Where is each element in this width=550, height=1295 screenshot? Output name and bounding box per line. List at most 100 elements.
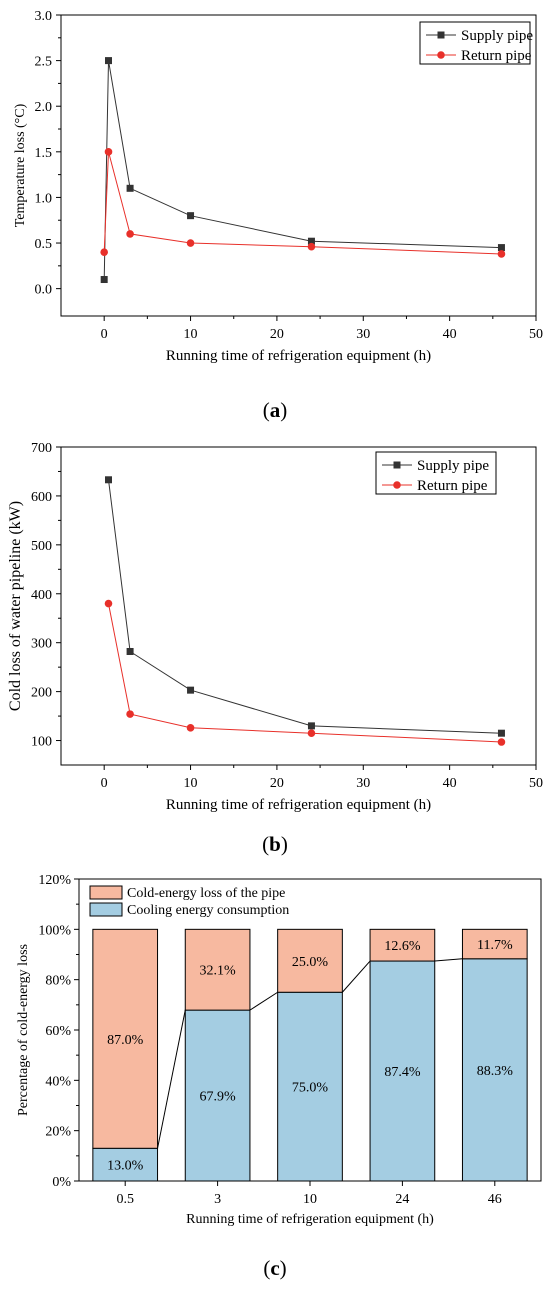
chart-a-return-point bbox=[307, 242, 316, 251]
chart-b-y-tick-label: 200 bbox=[31, 686, 52, 701]
chart-b-x-tick-label: 20 bbox=[270, 776, 284, 791]
chart-c-loss-label: 11.7% bbox=[477, 938, 513, 953]
chart-a-return-point bbox=[186, 239, 195, 247]
chart-b-y-tick-label: 500 bbox=[31, 539, 52, 554]
chart-a-y-tick-label: 0.0 bbox=[35, 283, 53, 298]
chart-b-supply-point bbox=[497, 729, 505, 737]
chart-c-connector-line bbox=[341, 960, 371, 993]
chart-b-series-line bbox=[108, 479, 502, 734]
chart-b-return-point bbox=[104, 599, 113, 608]
chart-b-y-tick-label: 700 bbox=[31, 441, 52, 456]
chart-c-y-tick-label: 120% bbox=[38, 873, 71, 888]
panel-c-letter: c bbox=[270, 1256, 280, 1280]
chart-a: 0 10 20 30 40 50 0.0 0.5 1.0 1.5 2.0 2.5 3.0 Running … bbox=[13, 9, 543, 364]
chart-a-x-tick-label: 10 bbox=[184, 327, 198, 342]
chart-b-supply-point bbox=[307, 722, 315, 730]
chart-c-legend-entry: Cold-energy loss of the pipe bbox=[127, 886, 285, 901]
chart-a-legend-square-marker bbox=[437, 31, 445, 39]
chart-b-x-axis-label: Running time of refrigeration equipment … bbox=[166, 797, 431, 813]
chart-c-bar-loss bbox=[184, 928, 251, 1011]
chart-b-y-axis-label: Cold loss of water pipeline (kW) bbox=[7, 501, 24, 711]
chart-c-bar-loss bbox=[461, 928, 528, 960]
chart-c-y-tick-label: 20% bbox=[45, 1125, 71, 1140]
chart-b-x-tick-label: 40 bbox=[443, 776, 457, 791]
chart-a-x-tick-label: 20 bbox=[270, 327, 284, 342]
chart-a-x-tick-label: 30 bbox=[356, 327, 370, 342]
chart-a-y-tick-label: 2.0 bbox=[35, 100, 53, 115]
chart-a-x-tick-label: 0 bbox=[101, 327, 108, 342]
chart-c-connector-line bbox=[249, 991, 278, 1011]
panel-b-letter: b bbox=[269, 832, 281, 856]
chart-a-series-line bbox=[103, 151, 502, 255]
chart-b: 0 10 20 30 40 50 100 200 300 400 500 600 700 Running … bbox=[7, 441, 543, 813]
chart-a-supply-point bbox=[497, 244, 505, 252]
chart-c-loss-label: 12.6% bbox=[384, 939, 421, 954]
chart-b-return-point bbox=[307, 729, 316, 737]
chart-a-supply-point bbox=[100, 276, 108, 284]
chart-c-x-axis-label: Running time of refrigeration equipment … bbox=[186, 1212, 434, 1227]
chart-c-cooling-label: 87.4% bbox=[384, 1065, 421, 1080]
chart-b-supply-point bbox=[126, 647, 134, 655]
chart-b-x-tick-label: 10 bbox=[184, 776, 198, 791]
chart-c: 0% 20% 40% 60% 80% 100% 120% 13.0% 87.0% 0.5 67.9%… bbox=[16, 873, 542, 1227]
panel-c-caption: (c) bbox=[263, 1256, 287, 1280]
chart-b-x-tick-label: 50 bbox=[529, 776, 543, 791]
chart-b-y-tick-label: 400 bbox=[31, 588, 52, 603]
chart-b-supply-point bbox=[187, 686, 195, 694]
chart-a-x-axis-label: Running time of refrigeration equipment … bbox=[166, 348, 431, 364]
chart-c-legend-swatch bbox=[89, 885, 123, 900]
panel-a-caption: (a) bbox=[262, 398, 288, 422]
chart-c-y-tick-label: 80% bbox=[45, 974, 71, 989]
chart-c-cooling-label: 13.0% bbox=[107, 1159, 144, 1174]
chart-b-legend-entry: Supply pipe bbox=[417, 458, 489, 474]
chart-a-supply-point bbox=[126, 184, 134, 192]
chart-a-legend-entry: Supply pipe bbox=[461, 28, 533, 44]
chart-c-x-tick-label: 0.5 bbox=[116, 1192, 134, 1207]
chart-c-x-tick-label: 24 bbox=[395, 1192, 409, 1207]
chart-c-bar-loss bbox=[369, 928, 436, 962]
chart-a-x-tick-label: 50 bbox=[529, 327, 543, 342]
chart-a-y-tick-label: 1.5 bbox=[35, 146, 53, 161]
chart-b-y-tick-label: 300 bbox=[31, 637, 52, 652]
chart-a-supply-point bbox=[187, 212, 195, 220]
chart-c-legend-entry: Cooling energy consumption bbox=[127, 903, 289, 918]
panel-a-letter: a bbox=[269, 398, 281, 422]
chart-c-y-tick-label: 40% bbox=[45, 1074, 71, 1089]
chart-a-legend-circle-marker bbox=[437, 51, 445, 59]
chart-c-connector-line bbox=[157, 1010, 186, 1149]
chart-c-bar-cooling bbox=[92, 1147, 159, 1182]
chart-b-legend-box bbox=[375, 451, 497, 495]
chart-c-cooling-label: 67.9% bbox=[200, 1090, 237, 1105]
chart-a-return-point bbox=[104, 148, 113, 156]
chart-c-y-tick-label: 60% bbox=[45, 1024, 71, 1039]
chart-c-bar-loss bbox=[92, 928, 159, 1149]
chart-c-loss-label: 87.0% bbox=[107, 1033, 144, 1048]
chart-c-cooling-label: 75.0% bbox=[292, 1081, 329, 1096]
chart-c-x-tick-label: 46 bbox=[488, 1192, 502, 1207]
chart-a-return-point bbox=[497, 250, 506, 258]
chart-c-bar-cooling bbox=[184, 1009, 251, 1182]
chart-b-legend-circle-marker bbox=[393, 481, 401, 489]
chart-a-supply-point bbox=[307, 237, 315, 245]
chart-b-return-point bbox=[186, 724, 195, 732]
chart-b-x-tick-label: 0 bbox=[101, 776, 108, 791]
chart-a-x-tick-label: 40 bbox=[443, 327, 457, 342]
chart-a-return-point bbox=[100, 248, 108, 256]
chart-b-plot-frame bbox=[60, 446, 537, 766]
chart-a-series-line bbox=[103, 60, 502, 280]
chart-a-return-point bbox=[126, 230, 134, 238]
chart-a-y-tick-label: 0.5 bbox=[35, 237, 53, 252]
chart-c-x-tick-label: 3 bbox=[214, 1192, 221, 1207]
chart-c-loss-label: 32.1% bbox=[200, 964, 237, 979]
chart-b-return-point bbox=[497, 738, 506, 746]
chart-a-y-tick-label: 2.5 bbox=[35, 55, 53, 70]
chart-b-legend-entry: Return pipe bbox=[417, 478, 488, 494]
chart-c-y-tick-label: 100% bbox=[38, 923, 71, 938]
chart-b-panel: 0 10 20 30 40 50 100 200 300 400 500 600 700 Running … bbox=[0, 432, 550, 827]
chart-b-series-line bbox=[108, 603, 502, 743]
chart-c-y-tick-label: 0% bbox=[52, 1175, 71, 1190]
chart-a-legend-entry: Return pipe bbox=[461, 48, 532, 64]
panel-b-caption: (b) bbox=[262, 832, 288, 856]
chart-c-connector-line bbox=[434, 958, 463, 962]
chart-c-x-tick-label: 10 bbox=[303, 1192, 317, 1207]
